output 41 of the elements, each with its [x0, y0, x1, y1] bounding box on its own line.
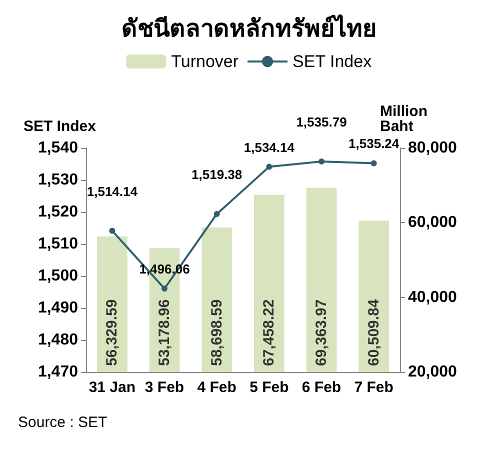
x-tick-label: 4 Feb [197, 379, 236, 396]
point [266, 164, 272, 170]
data-label: 69,363.97 [313, 299, 330, 366]
point [318, 158, 324, 164]
y-tick-label: 1,490 [38, 300, 78, 316]
legend-label: SET Index [292, 52, 372, 71]
data-label: 67,458.22 [260, 299, 278, 366]
x-tick-label: 6 Feb [302, 379, 342, 396]
x-tick-label: 7 Feb [354, 379, 394, 396]
y-tick-label: 1,510 [38, 236, 78, 252]
y2-tick-label: 60,000 [408, 214, 458, 232]
data-label: 58,698.59 [208, 299, 226, 366]
y2-tick-label: 40,000 [408, 288, 458, 306]
point [109, 228, 116, 234]
y-tick-label: 1,470 [38, 364, 78, 380]
source-note: Source : SET [18, 414, 108, 431]
chart-title: ดัชนีตลาดหลักทรัพย์ไทย [122, 14, 376, 42]
point [370, 160, 377, 166]
y2-tick-label: 20,000 [408, 364, 458, 380]
data-label: 1,514.14 [86, 184, 138, 199]
y-tick-label: 1,520 [38, 204, 78, 220]
data-label: 1,534.14 [244, 140, 296, 155]
data-label: 1,535.79 [296, 114, 347, 130]
data-label: 1,519.38 [192, 166, 242, 182]
x-tick-label: 3 Feb [144, 379, 184, 396]
data-label: 56,329.59 [104, 299, 121, 366]
data-label: 1,535.24 [348, 136, 400, 152]
y-tick-label: 1,500 [38, 268, 78, 284]
y-tick-label: 1,480 [38, 332, 78, 348]
x-tick-label: 31 Jan [88, 379, 136, 396]
y-tick-label: 1,530 [38, 172, 78, 188]
x-tick-label: 5 Feb [250, 379, 289, 396]
y2-axis-title: Million Baht [380, 103, 428, 135]
y2-tick-label: 80,000 [408, 140, 458, 156]
data-label: 53,178.96 [156, 299, 173, 366]
legend-label: Turnover [171, 52, 239, 71]
point [162, 286, 168, 292]
y-tick-label: 1,540 [38, 140, 78, 156]
data-label: 60,509.84 [365, 298, 382, 366]
y-axis-title: SET Index [23, 118, 97, 135]
point [214, 210, 220, 217]
